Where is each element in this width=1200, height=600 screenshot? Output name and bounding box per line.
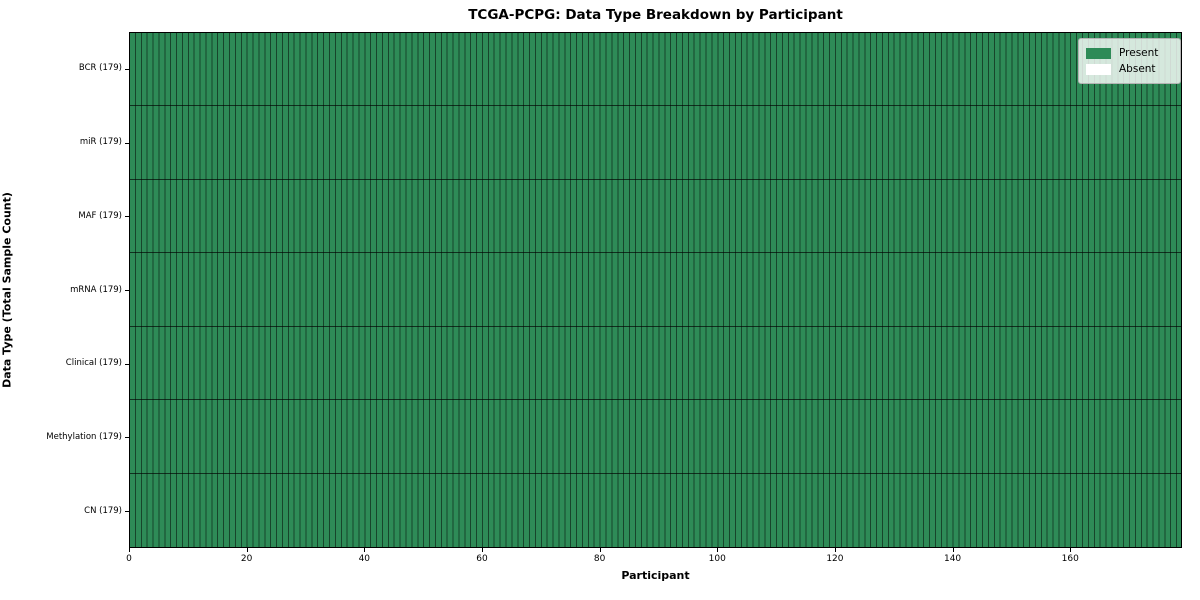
legend-swatch-present	[1086, 47, 1111, 59]
heatmap-row-bcr	[130, 33, 1181, 107]
legend-entry-present: Present	[1086, 45, 1172, 61]
y-tick-label: MAF (179)	[78, 210, 122, 221]
heatmap-row-mir	[130, 106, 1181, 180]
y-tick-label: BCR (179)	[78, 63, 122, 74]
y-tick-label: miR (179)	[79, 137, 122, 148]
y-tick-label: CN (179)	[84, 505, 122, 516]
heatmap-row-cn	[130, 473, 1181, 547]
x-tick-label: 40	[358, 554, 371, 564]
x-tick-label: 0	[126, 554, 132, 564]
legend-swatch-absent	[1086, 63, 1111, 75]
x-tick-mark	[717, 548, 719, 552]
heatmap-plot-area	[129, 32, 1182, 548]
y-tick-label: mRNA (179)	[70, 284, 122, 295]
x-tick-label: 20	[240, 554, 253, 564]
x-tick-mark	[834, 548, 836, 552]
x-tick-mark	[129, 548, 130, 552]
x-tick-mark	[1070, 548, 1072, 552]
x-tick-label: 80	[593, 554, 606, 564]
y-tick-mark	[125, 142, 129, 144]
y-tick-mark	[125, 363, 129, 365]
legend-entry-absent: Absent	[1086, 61, 1172, 77]
y-tick-mark	[125, 511, 129, 513]
x-tick-mark	[246, 548, 248, 552]
x-tick-label: 140	[943, 554, 962, 564]
x-tick-label: 60	[476, 554, 488, 564]
chart-title: TCGA-PCPG: Data Type Breakdown by Partic…	[468, 7, 843, 23]
heatmap-row-maf	[130, 179, 1181, 254]
y-tick-mark	[125, 437, 129, 439]
x-tick-label: 160	[1061, 554, 1079, 564]
x-tick-mark	[599, 548, 601, 552]
heatmap-row-clinical	[130, 326, 1181, 401]
legend: Present Absent	[1078, 38, 1181, 84]
legend-label: Absent	[1119, 63, 1156, 75]
x-axis-label: Participant	[621, 569, 690, 582]
x-tick-label: 100	[708, 554, 726, 564]
x-tick-label: 120	[826, 554, 844, 564]
y-tick-label: Clinical (179)	[65, 358, 122, 369]
heatmap-row-methylation	[130, 400, 1181, 474]
y-tick-mark	[125, 216, 129, 218]
heatmap-row-mrna	[130, 253, 1181, 327]
y-tick-label: Methylation (179)	[46, 431, 122, 442]
y-tick-mark	[125, 290, 129, 291]
x-tick-mark	[952, 548, 954, 552]
y-tick-mark	[125, 68, 129, 70]
x-tick-mark	[481, 548, 483, 552]
legend-label: Present	[1119, 47, 1159, 59]
x-tick-mark	[364, 548, 366, 552]
